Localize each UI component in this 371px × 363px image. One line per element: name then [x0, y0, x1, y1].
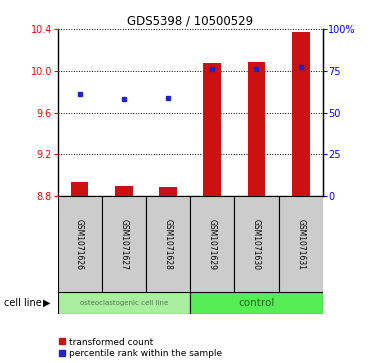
Bar: [58, 196, 102, 292]
Text: GSM1071626: GSM1071626: [75, 219, 84, 270]
Legend: transformed count, percentile rank within the sample: transformed count, percentile rank withi…: [58, 338, 222, 359]
Text: control: control: [238, 298, 275, 308]
Text: ▶: ▶: [43, 298, 50, 308]
Title: GDS5398 / 10500529: GDS5398 / 10500529: [127, 15, 253, 28]
Text: GSM1071628: GSM1071628: [164, 219, 173, 270]
Bar: [190, 292, 323, 314]
Text: GSM1071627: GSM1071627: [119, 219, 128, 270]
Text: osteoclastogenic cell line: osteoclastogenic cell line: [80, 300, 168, 306]
Bar: [102, 196, 146, 292]
Text: GSM1071629: GSM1071629: [208, 219, 217, 270]
Text: GSM1071630: GSM1071630: [252, 219, 261, 270]
Bar: [292, 32, 309, 196]
Bar: [247, 62, 265, 196]
Bar: [146, 196, 190, 292]
Bar: [115, 185, 133, 196]
Bar: [279, 196, 323, 292]
Text: cell line: cell line: [4, 298, 42, 308]
Bar: [190, 196, 234, 292]
Bar: [58, 292, 190, 314]
Text: GSM1071631: GSM1071631: [296, 219, 305, 270]
Bar: [71, 183, 88, 196]
Bar: [159, 187, 177, 196]
Bar: [203, 64, 221, 196]
Bar: [234, 196, 279, 292]
